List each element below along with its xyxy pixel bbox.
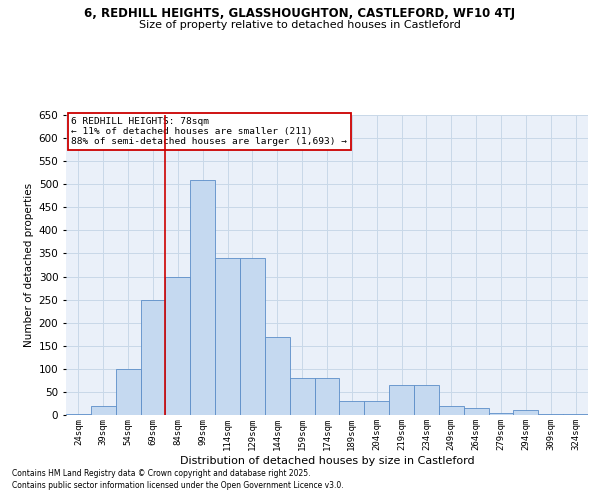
Bar — [389, 385, 414, 415]
Bar — [314, 378, 340, 415]
Bar — [514, 410, 538, 415]
Text: Size of property relative to detached houses in Castleford: Size of property relative to detached ho… — [139, 20, 461, 30]
Bar — [364, 401, 389, 415]
Bar — [116, 369, 140, 415]
Bar — [91, 406, 116, 415]
Text: Contains HM Land Registry data © Crown copyright and database right 2025.: Contains HM Land Registry data © Crown c… — [12, 468, 311, 477]
Bar — [464, 408, 488, 415]
Bar — [166, 276, 190, 415]
Text: 6 REDHILL HEIGHTS: 78sqm
← 11% of detached houses are smaller (211)
88% of semi-: 6 REDHILL HEIGHTS: 78sqm ← 11% of detach… — [71, 116, 347, 146]
Bar — [215, 258, 240, 415]
Bar — [439, 406, 464, 415]
Bar — [240, 258, 265, 415]
Bar — [290, 378, 314, 415]
Bar — [265, 336, 290, 415]
Bar — [414, 385, 439, 415]
Bar — [190, 180, 215, 415]
X-axis label: Distribution of detached houses by size in Castleford: Distribution of detached houses by size … — [179, 456, 475, 466]
Y-axis label: Number of detached properties: Number of detached properties — [25, 183, 34, 347]
Bar — [538, 414, 563, 415]
Text: 6, REDHILL HEIGHTS, GLASSHOUGHTON, CASTLEFORD, WF10 4TJ: 6, REDHILL HEIGHTS, GLASSHOUGHTON, CASTL… — [85, 8, 515, 20]
Bar — [340, 401, 364, 415]
Text: Contains public sector information licensed under the Open Government Licence v3: Contains public sector information licen… — [12, 481, 344, 490]
Bar — [488, 412, 514, 415]
Bar — [140, 300, 166, 415]
Bar — [66, 414, 91, 415]
Bar — [563, 414, 588, 415]
